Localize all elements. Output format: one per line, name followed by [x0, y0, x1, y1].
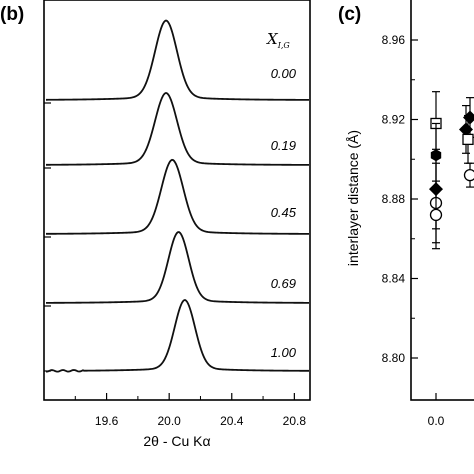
composition-label: 0.19	[271, 138, 296, 153]
marker-open-square	[462, 133, 474, 146]
panel-b-x-ticks: 19.6 20.0 20.4 20.8	[74, 393, 307, 428]
y-tick-label: 8.80	[382, 351, 406, 365]
x-tick-label: 19.6	[95, 414, 119, 428]
panel-b-label: (b)	[0, 4, 24, 25]
xrd-trace	[46, 158, 309, 235]
legend-title: XI,G	[266, 30, 290, 50]
data-point	[463, 162, 474, 188]
composition-label: 0.45	[271, 205, 297, 220]
panel-b-frame	[43, 0, 311, 401]
y-tick-label: 8.96	[382, 33, 406, 47]
composition-label: 1.00	[271, 345, 297, 360]
x-tick-label: 20.0	[157, 414, 181, 428]
panel-b-composition-labels: 0.00 0.19 0.45 0.69 1.00	[271, 66, 297, 360]
data-point	[429, 180, 443, 250]
panel-b-x-axis-title: 2θ - Cu Kα	[143, 433, 210, 449]
panel-c-label: (c)	[338, 4, 361, 25]
panel-c-points	[429, 91, 474, 250]
y-tick-label: 8.88	[382, 192, 406, 206]
xrd-trace	[46, 19, 309, 101]
composition-label: 0.00	[271, 66, 297, 81]
xrd-trace	[46, 299, 309, 373]
x-tick-label: 20.8	[283, 414, 307, 428]
marker-open-circle	[463, 169, 474, 182]
panel-c-y-axis-title: interlayer distance (Å)	[345, 130, 361, 266]
panel-c-frame	[410, 0, 474, 401]
composition-label: 0.69	[271, 276, 296, 291]
y-tick-label: 8.92	[382, 113, 406, 127]
x-tick-label: 20.4	[220, 414, 244, 428]
x-tick-label: 0.0	[428, 414, 445, 428]
legend-title-subscript: I,G	[277, 41, 291, 50]
y-tick-label: 8.84	[382, 272, 406, 286]
xrd-trace	[46, 231, 310, 304]
panel-c-axes: 8.80 8.84 8.88 8.92 8.96 0.0	[382, 33, 445, 428]
marker-open-circle	[429, 208, 443, 222]
xrd-trace	[46, 91, 309, 166]
legend-title-main: X	[266, 30, 279, 48]
panel-b-traces	[44, 19, 310, 373]
